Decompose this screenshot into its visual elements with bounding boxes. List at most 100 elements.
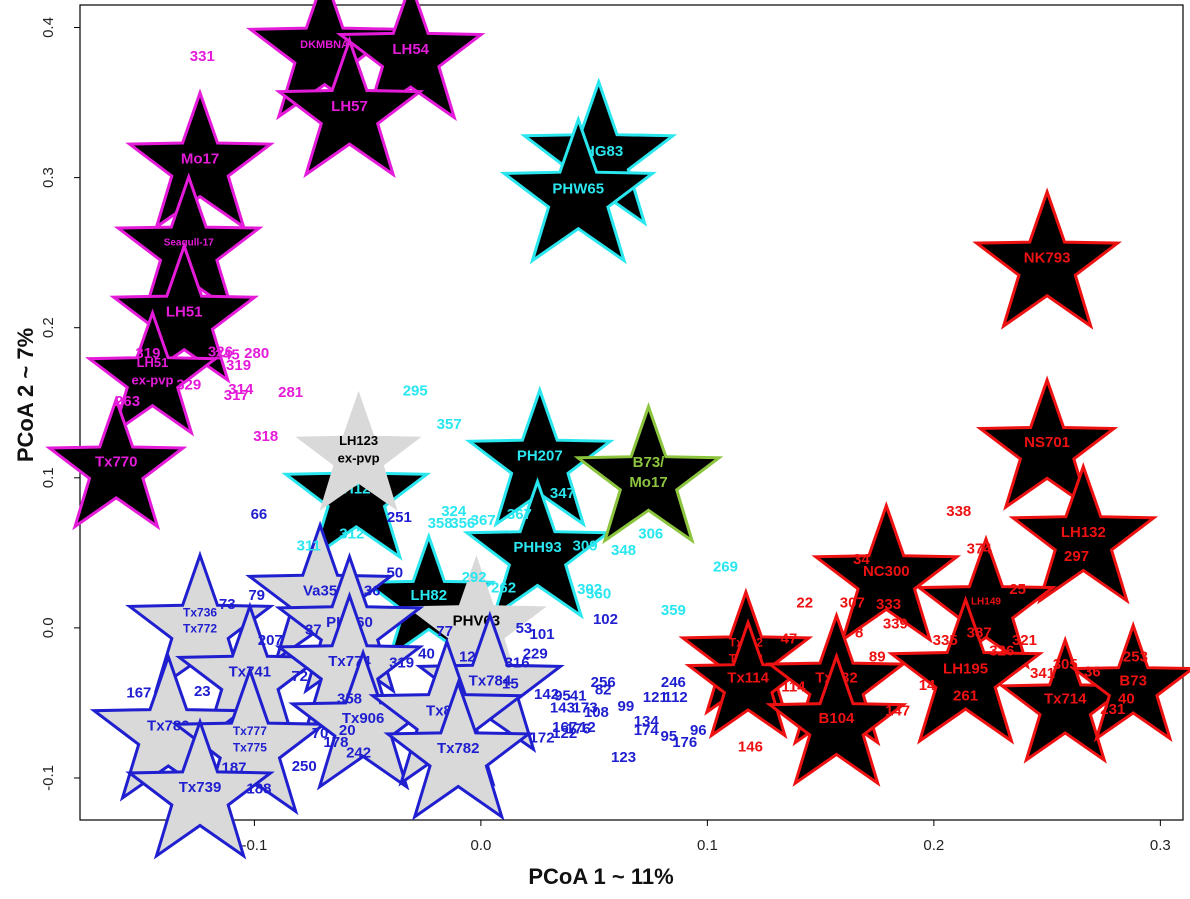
point-label: 187 (221, 759, 246, 776)
point-label: 251 (387, 509, 412, 526)
star-label: PHH93 (513, 539, 561, 556)
point-label: 231 (1100, 701, 1125, 718)
point-label: 297 (1064, 548, 1089, 565)
x-axis-title: PCoA 1 ~ 11% (528, 864, 673, 889)
point-label: 178 (323, 734, 348, 751)
point-label: 72 (291, 668, 308, 685)
point-label: 348 (611, 542, 636, 559)
y-axis-title: PCoA 2 ~ 7% (13, 328, 38, 462)
y-tick-label: 0.2 (40, 317, 57, 338)
point-label: 253 (1123, 648, 1148, 665)
point-label: 34 (853, 551, 870, 568)
point-label: 357 (437, 416, 462, 433)
point-label: 292 (462, 569, 487, 586)
star-label: B73 (1119, 673, 1147, 690)
star-label: LH82 (410, 587, 447, 604)
star-label: LH51 (166, 303, 203, 320)
point-label: 269 (713, 558, 738, 575)
point-label: 306 (638, 525, 663, 542)
point-label: 101 (530, 626, 555, 643)
star-label: DKMBNA (300, 39, 349, 51)
point-label: 99 (617, 698, 634, 715)
point-label: 309 (573, 537, 598, 554)
x-tick-label: 0.0 (470, 837, 491, 854)
point-label: 341 (1030, 665, 1055, 682)
x-tick-label: 0.3 (1150, 837, 1171, 854)
y-tick-label: 0.1 (40, 467, 57, 488)
point-label: 347 (550, 485, 575, 502)
point-label: 146 (738, 738, 763, 755)
star-label: NS701 (1024, 434, 1070, 451)
point-label: 316 (505, 654, 530, 671)
point-label: 66 (251, 506, 268, 523)
point-label: 295 (403, 383, 428, 400)
star-label: LH57 (331, 98, 368, 115)
point-label: 321 (1012, 632, 1037, 649)
point-label: 176 (672, 734, 697, 751)
point-label: 25 (1009, 581, 1026, 598)
point-label: 147 (885, 702, 910, 719)
star-label: Tx782 (437, 740, 480, 757)
star-label: Tx714 (1044, 691, 1087, 708)
point-label: 317 (224, 387, 249, 404)
point-label: 261 (953, 687, 978, 704)
point-label: 358 (337, 690, 362, 707)
star-label: PHW65 (552, 180, 604, 197)
point-label: 333 (876, 596, 901, 613)
point-label: 329 (176, 377, 201, 394)
point-label: 112 (664, 689, 688, 706)
star-label: B104 (819, 710, 856, 727)
point-label: 207 (258, 632, 283, 649)
point-label: 305 (1053, 656, 1078, 673)
point-label: 167 (126, 684, 151, 701)
y-tick-label: -0.1 (40, 765, 57, 791)
point-label: 319 (226, 357, 251, 374)
point-label: 79 (248, 587, 265, 604)
point-label: 387 (967, 624, 992, 641)
point-label: 360 (586, 585, 611, 602)
y-tick-label: 0.3 (40, 167, 57, 188)
point-label: 143 (550, 699, 575, 716)
point-label: 263 (115, 393, 140, 410)
point-label: 358 (428, 515, 453, 532)
point-label: 77 (436, 623, 453, 640)
point-label: 89 (869, 648, 886, 665)
point-label: 102 (593, 611, 618, 628)
star-label: Tx770 (95, 454, 138, 471)
point-label: 36 (1084, 663, 1101, 680)
point-label: 319 (135, 345, 160, 362)
star-label: Mo17 (181, 150, 219, 167)
point-label: 36 (364, 582, 381, 599)
point-label: 188 (246, 780, 271, 797)
point-label: 123 (611, 749, 636, 766)
star-label: LH195 (943, 661, 988, 678)
point-label: 326 (989, 642, 1014, 659)
x-tick-label: -0.1 (241, 837, 267, 854)
star-label: LH132 (1061, 524, 1106, 541)
point-label: 242 (346, 744, 371, 761)
point-label: 339 (883, 615, 908, 632)
star-label: Va35 (303, 583, 337, 600)
point-label: 359 (661, 602, 686, 619)
point-label: 8 (855, 624, 863, 641)
point-label: 331 (190, 48, 215, 65)
point-label: 281 (278, 384, 303, 401)
point-label: 319 (389, 654, 414, 671)
star-label: LH149 (971, 596, 1001, 607)
star-label: Tx739 (179, 779, 222, 796)
star-label: PH207 (517, 448, 563, 465)
point-label: 73 (219, 596, 236, 613)
point-label: 262 (491, 579, 516, 596)
point-label: 172 (530, 729, 555, 746)
point-label: 311 (297, 537, 321, 554)
star-label: NC300 (863, 563, 910, 580)
point-label: 47 (781, 630, 798, 647)
y-axis: -0.10.00.10.20.30.4 (40, 17, 80, 791)
point-label: 318 (253, 428, 278, 445)
point-label: 174 (634, 722, 660, 739)
point-label: 374 (967, 540, 993, 557)
y-tick-label: 0.4 (40, 17, 57, 38)
